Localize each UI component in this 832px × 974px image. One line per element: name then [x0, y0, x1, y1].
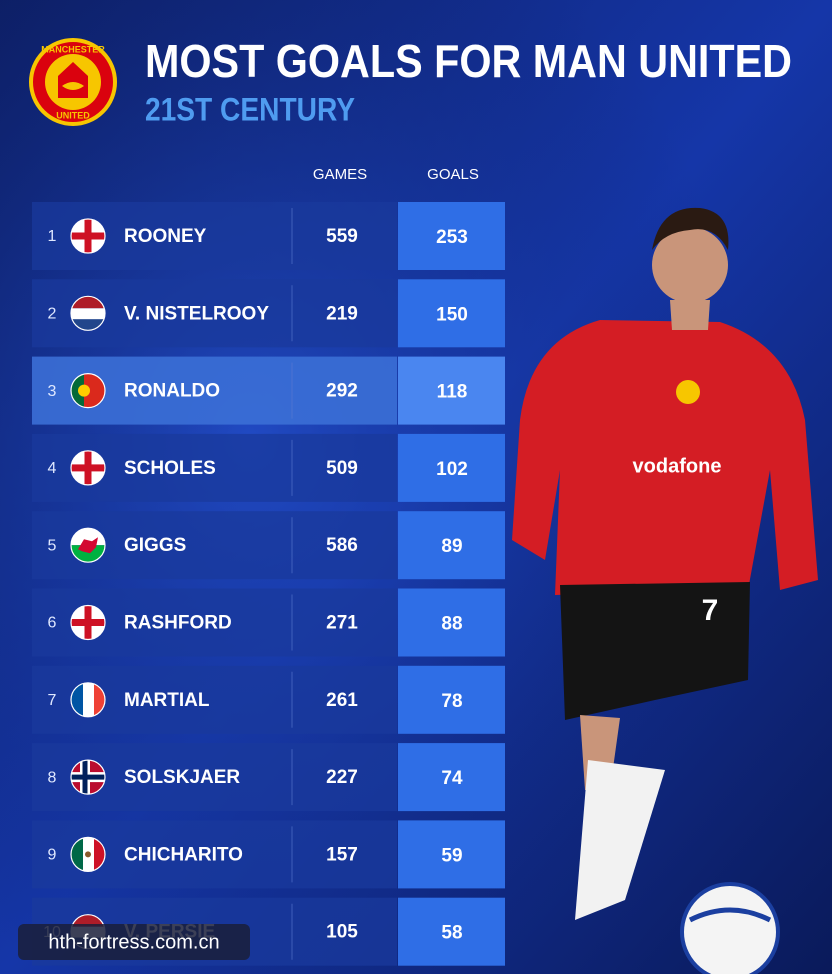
table-row: 3 RONALDO 292 118 [32, 356, 505, 425]
games: 509 [326, 458, 358, 479]
flag-ring [70, 527, 106, 563]
games: 157 [326, 844, 358, 865]
player-name: SCHOLES [124, 458, 216, 479]
goals: 59 [441, 845, 462, 866]
rank: 4 [48, 460, 57, 477]
logo-top-text: MANCHESTER [41, 44, 105, 54]
player-name: MARTIAL [124, 690, 210, 711]
flag-ring [70, 218, 106, 254]
games: 219 [326, 303, 358, 324]
rank: 8 [48, 769, 57, 786]
rank: 6 [48, 615, 57, 632]
shirt-number: 7 [702, 594, 719, 627]
player-name: GIGGS [124, 535, 186, 556]
goals: 88 [441, 614, 462, 635]
games: 261 [326, 690, 358, 711]
player-name: V. NISTELROOY [124, 303, 269, 324]
table-row: 4 SCHOLES 509 102 [32, 433, 505, 502]
goals: 58 [441, 923, 462, 944]
goals-cell [398, 356, 505, 425]
player-name: RONALDO [124, 381, 220, 402]
shirt-sponsor: vodafone [633, 455, 722, 477]
watermark-text: hth-fortress.com.cn [48, 931, 219, 953]
goals: 102 [436, 459, 468, 480]
goals: 78 [441, 691, 462, 712]
goals-cell [398, 897, 505, 966]
flag-ring [70, 759, 106, 795]
games: 586 [326, 535, 358, 556]
subtitle: 21ST CENTURY [145, 91, 355, 127]
goals-cell [398, 279, 505, 348]
club-logo: MANCHESTER UNITED [29, 38, 117, 126]
player-photo: vodafone 7 [512, 207, 818, 974]
goals: 74 [441, 768, 463, 789]
watermark: hth-fortress.com.cn [18, 924, 250, 960]
goals-cell [398, 511, 505, 580]
player-name: RASHFORD [124, 613, 232, 634]
rank: 2 [48, 306, 57, 323]
goals: 89 [441, 536, 462, 557]
flag-ring [70, 450, 106, 486]
logo-bottom-text: UNITED [56, 110, 90, 120]
goals-cell [398, 202, 505, 270]
goals: 118 [437, 382, 468, 403]
table-row: 5 GIGGS 586 89 [32, 511, 505, 580]
goals-cell [398, 433, 505, 502]
table-row: 6 RASHFORD 271 88 [32, 588, 505, 657]
goals: 253 [436, 227, 468, 248]
table-row: 2 V. NISTELROOY 219 150 [32, 279, 505, 348]
flag-ring [70, 836, 106, 873]
games: 105 [326, 922, 358, 943]
games: 271 [326, 613, 358, 634]
column-header: GAMES [313, 166, 367, 183]
flag-ring [70, 604, 106, 641]
rank: 5 [48, 537, 57, 554]
column-header: GOALS [427, 166, 479, 183]
games: 227 [326, 767, 358, 788]
player-name: CHICHARITO [124, 844, 243, 865]
table-row: 8 SOLSKJAER 227 74 [32, 743, 505, 812]
table-row: 9 CHICHARITO 157 59 [32, 820, 505, 889]
goals-cell [398, 665, 505, 734]
table-row: 1 ROONEY 559 253 [32, 202, 505, 270]
games: 559 [326, 226, 358, 247]
goals: 150 [436, 304, 468, 325]
rank: 1 [48, 228, 57, 245]
goals-cell [398, 743, 505, 812]
player-name: SOLSKJAER [124, 767, 240, 788]
games: 292 [326, 381, 358, 402]
table-row: 7 MARTIAL 261 78 [32, 665, 505, 734]
goals-cell [398, 820, 505, 889]
flag-ring [70, 295, 106, 331]
rank: 7 [48, 692, 57, 709]
goals-cell [398, 588, 505, 657]
rank: 3 [48, 383, 57, 400]
player-name: ROONEY [124, 226, 207, 247]
title: MOST GOALS FOR MAN UNITED [145, 35, 792, 87]
rank: 9 [48, 847, 57, 864]
flag-ring [70, 373, 106, 409]
flag-ring [70, 682, 106, 718]
